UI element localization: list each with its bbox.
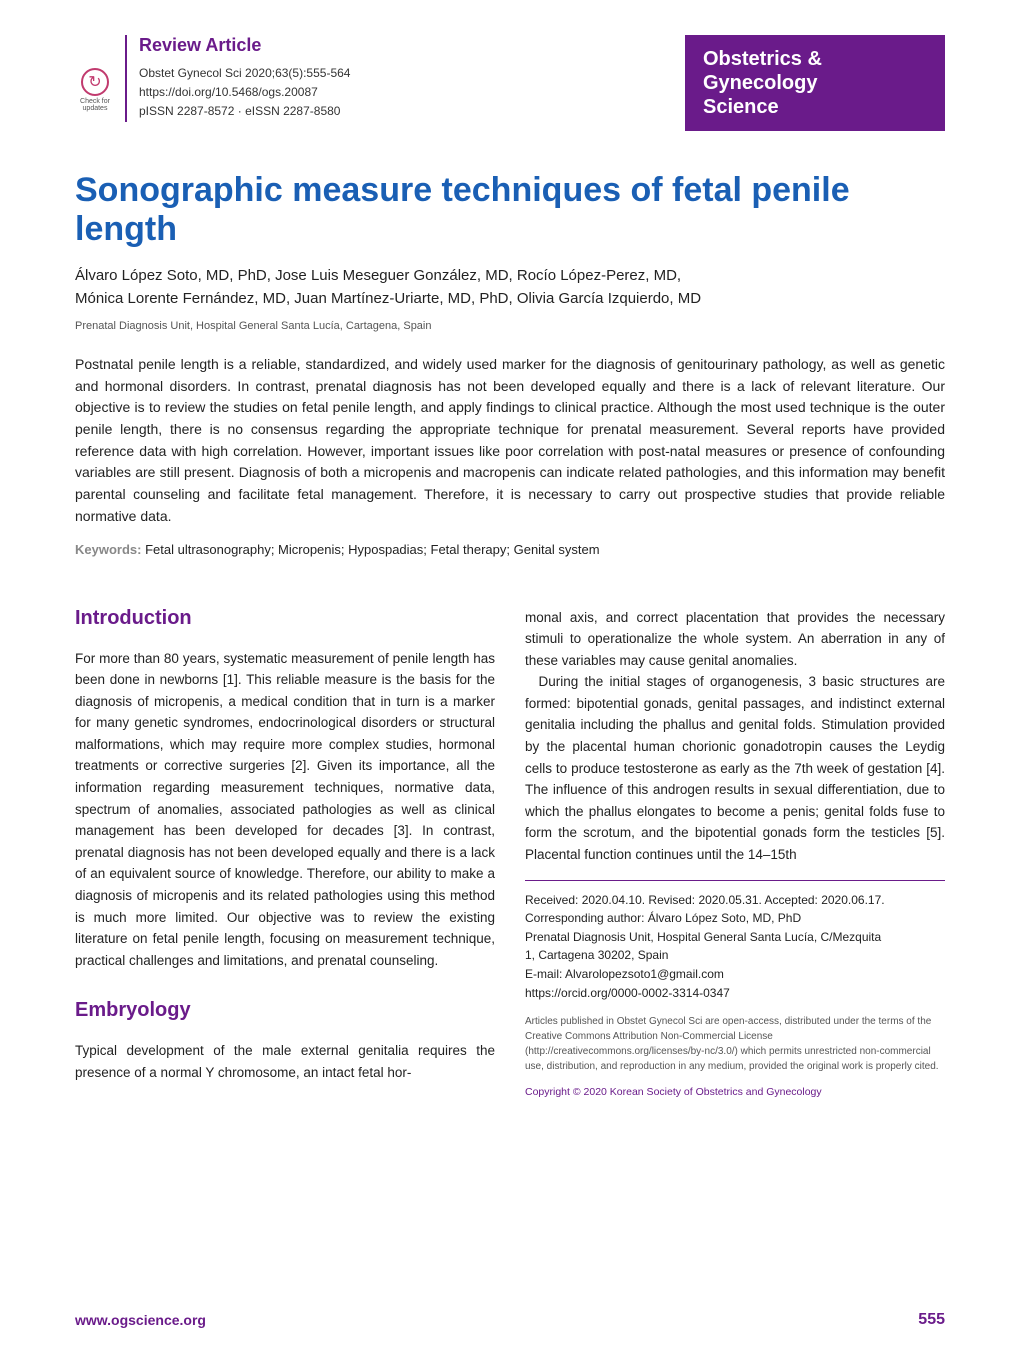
embryology-text-left: Typical development of the male external… [75, 1040, 495, 1083]
left-column: Introduction For more than 80 years, sys… [75, 607, 495, 1101]
article-type-label: Review Article [139, 35, 350, 56]
embryology-right-p1: monal axis, and correct placentation tha… [525, 607, 945, 672]
footer: www.ogscience.org 555 [75, 1311, 945, 1329]
article-title: Sonographic measure techniques of fetal … [75, 171, 945, 249]
affiliation: Prenatal Diagnosis Unit, Hospital Genera… [75, 320, 945, 332]
arrow-icon: ↻ [88, 72, 101, 92]
right-column: monal axis, and correct placentation tha… [525, 607, 945, 1101]
email-line: E-mail: Alvarolopezsoto1@gmail.com [525, 965, 945, 984]
journal-title-line1: Obstetrics & [703, 47, 927, 71]
embryology-heading: Embryology [75, 999, 495, 1022]
journal-title-line3: Science [703, 95, 927, 119]
license-text: Articles published in Obstet Gynecol Sci… [525, 1014, 945, 1074]
keywords-label: Keywords: [75, 542, 141, 557]
authors-list: Álvaro López Soto, MD, PhD, Jose Luis Me… [75, 265, 945, 310]
header: ↻ Check for updates Review Article Obste… [75, 35, 945, 131]
address-line1: Prenatal Diagnosis Unit, Hospital Genera… [525, 928, 945, 947]
address-line2: 1, Cartagena 30202, Spain [525, 946, 945, 965]
footer-url[interactable]: www.ogscience.org [75, 1312, 206, 1328]
authors-line1: Álvaro López Soto, MD, PhD, Jose Luis Me… [75, 265, 945, 288]
dates-line: Received: 2020.04.10. Revised: 2020.05.3… [525, 891, 945, 910]
embryology-right-p2: During the initial stages of organogenes… [525, 671, 945, 865]
check-updates-badge[interactable]: ↻ Check for updates [75, 65, 115, 115]
abstract-text: Postnatal penile length is a reliable, s… [75, 354, 945, 528]
keywords-text: Fetal ultrasonography; Micropenis; Hypos… [141, 542, 599, 557]
journal-badge: Obstetrics & Gynecology Science [685, 35, 945, 131]
body-columns: Introduction For more than 80 years, sys… [75, 607, 945, 1101]
introduction-text: For more than 80 years, systematic measu… [75, 648, 495, 972]
page-number: 555 [918, 1311, 945, 1329]
left-header-block: ↻ Check for updates Review Article Obste… [75, 35, 350, 122]
keywords-line: Keywords: Fetal ultrasonography; Micrope… [75, 542, 945, 557]
issn-line: pISSN 2287-8572 · eISSN 2287-8580 [139, 102, 350, 121]
doi-link[interactable]: https://doi.org/10.5468/ogs.20087 [139, 83, 350, 102]
orcid-link[interactable]: https://orcid.org/0000-0002-3314-0347 [525, 984, 945, 1003]
copyright-text: Copyright © 2020 Korean Society of Obste… [525, 1084, 945, 1100]
check-updates-label: Check for updates [75, 98, 115, 112]
embryology-continuation: monal axis, and correct placentation tha… [525, 607, 945, 866]
citation-line: Obstet Gynecol Sci 2020;63(5):555-564 [139, 64, 350, 83]
journal-title-line2: Gynecology [703, 71, 927, 95]
corresponding-author: Corresponding author: Álvaro López Soto,… [525, 909, 945, 928]
check-circle-icon: ↻ [81, 68, 109, 96]
article-info-box: Received: 2020.04.10. Revised: 2020.05.3… [525, 880, 945, 1101]
authors-line2: Mónica Lorente Fernández, MD, Juan Martí… [75, 288, 945, 311]
introduction-heading: Introduction [75, 607, 495, 630]
header-citation-block: Review Article Obstet Gynecol Sci 2020;6… [125, 35, 350, 122]
